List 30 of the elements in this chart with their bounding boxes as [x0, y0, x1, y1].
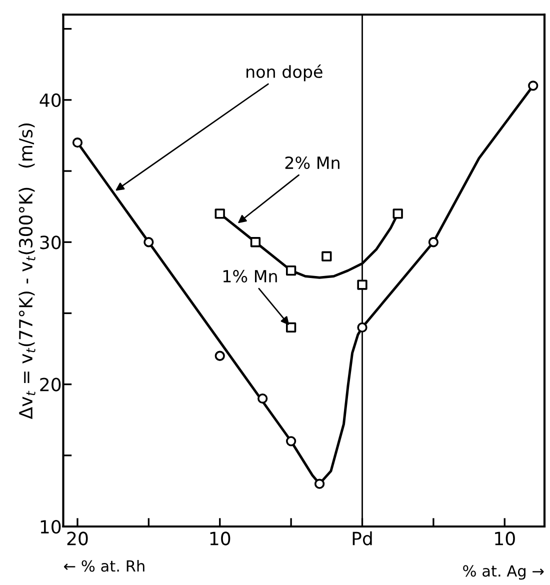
- y-tick-label: 40: [40, 93, 61, 108]
- point: [428, 237, 439, 248]
- x-tick-label: 10: [210, 532, 230, 546]
- x-tick-label: 10: [495, 532, 515, 546]
- point: [214, 350, 225, 361]
- annotation: 2% Mn: [285, 156, 340, 170]
- x-tick-label: Pd: [352, 531, 372, 546]
- y-tick-label: 30: [40, 236, 61, 250]
- y-tick-label: 20: [40, 378, 61, 392]
- point: [286, 265, 296, 276]
- y-axis-title: Δv$_{t}$ = v$_{t}$(77°K) - v$_{t}$(300°K) (m/s): [18, 124, 36, 420]
- point: [357, 322, 368, 333]
- point: [214, 208, 225, 219]
- point: [322, 251, 332, 262]
- y-tick-label: 10: [40, 520, 61, 534]
- point: [392, 208, 403, 219]
- point: [357, 280, 368, 290]
- x-axis-title: ← % at. Rh: [64, 560, 144, 572]
- point: [258, 393, 268, 404]
- point: [286, 322, 296, 333]
- point: [528, 80, 538, 91]
- point: [72, 138, 83, 148]
- point: [286, 436, 296, 446]
- annotation: 1% Mn: [223, 270, 277, 283]
- text: % at. Ag →: [463, 565, 544, 580]
- point: [144, 237, 154, 248]
- point: [250, 237, 261, 248]
- annotation: non dopé: [246, 64, 322, 82]
- point: [314, 478, 325, 489]
- x-tick-label: 20: [67, 532, 88, 546]
